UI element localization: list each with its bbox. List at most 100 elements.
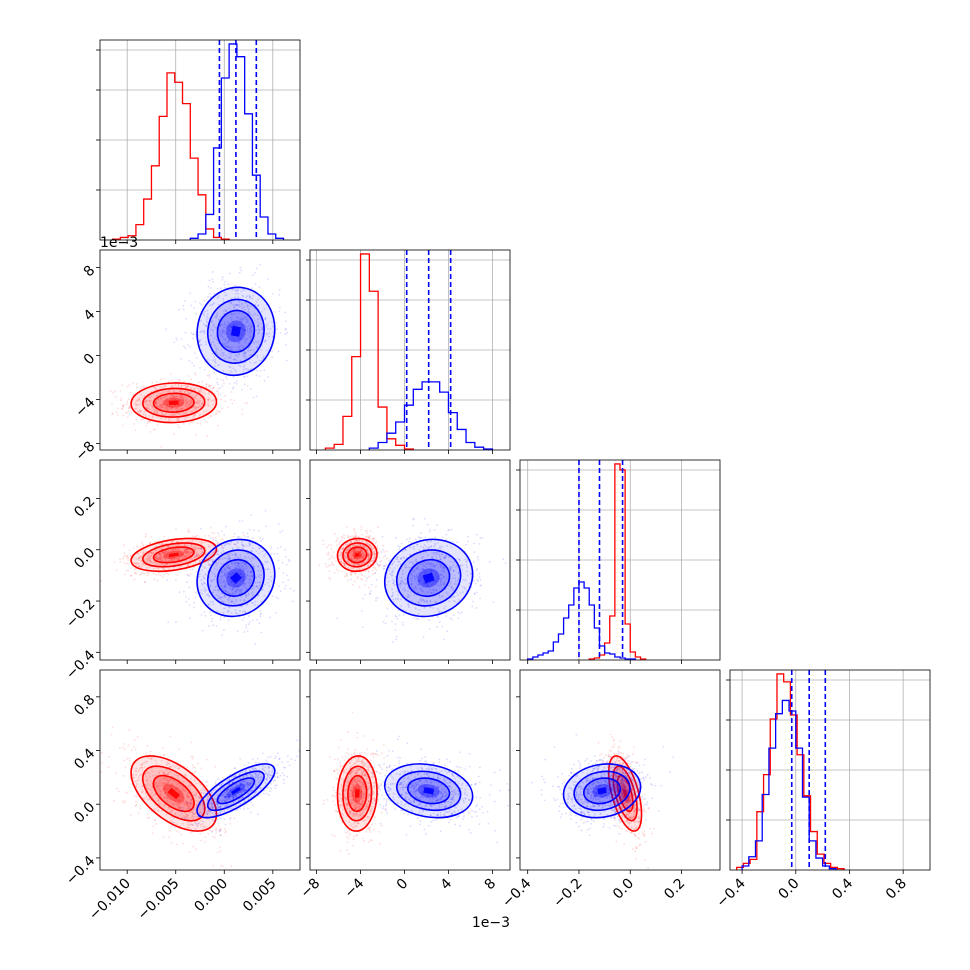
red-sample-point (207, 404, 209, 407)
red-sample-point (108, 756, 110, 758)
red-sample-point (204, 836, 207, 839)
blue-sample-point (248, 327, 251, 330)
red-sample-point (214, 766, 217, 768)
blue-sample-point (203, 611, 206, 614)
blue-sample-point (238, 535, 240, 538)
blue-sample-point (241, 307, 244, 310)
blue-sample-point (230, 601, 232, 603)
blue-sample-point (241, 334, 243, 337)
blue-sample-point (427, 547, 429, 549)
blue-sample-point (390, 571, 393, 574)
red-sample-point (150, 560, 153, 563)
red-sample-point (214, 836, 216, 839)
blue-sample-point (241, 575, 244, 578)
blue-contour (196, 538, 276, 618)
red-sample-point (230, 391, 233, 393)
red-sample-point (340, 560, 343, 563)
red-sample-point (367, 586, 370, 589)
red-sample-point (181, 556, 184, 559)
red-sample-point (146, 816, 149, 819)
blue-sample-point (256, 354, 259, 357)
blue-sample-point (422, 555, 424, 558)
red-sample-point (170, 385, 173, 388)
blue-sample-point (223, 323, 226, 326)
red-sample-point (163, 753, 165, 756)
red-sample-point (377, 565, 380, 568)
blue-sample-point (281, 530, 284, 532)
blue-sample-point (208, 595, 211, 598)
blue-sample-point (417, 583, 420, 586)
blue-sample-point (425, 546, 427, 548)
blue-sample-point (417, 591, 420, 594)
red-sample-point (184, 404, 187, 407)
red-sample-point (167, 550, 170, 553)
red-sample-point (132, 382, 135, 385)
red-sample-point (374, 572, 376, 574)
red-sample-point (371, 539, 374, 542)
blue-sample-point (451, 577, 454, 580)
blue-sample-point (434, 600, 437, 603)
blue-sample-point (361, 626, 364, 629)
red-contour (152, 392, 195, 413)
red-sample-point (175, 407, 178, 409)
blue-sample-point (375, 597, 378, 600)
blue-sample-point (203, 314, 206, 317)
red-sample-point (134, 402, 136, 404)
red-sample-point (129, 759, 131, 762)
blue-sample-point (252, 566, 255, 569)
red-sample-point (365, 546, 368, 549)
blue-sample-point (258, 581, 261, 584)
blue-sample-point (224, 294, 227, 297)
blue-sample-point (257, 565, 260, 568)
red-sample-point (163, 787, 166, 790)
red-sample-point (201, 402, 203, 405)
red-sample-point (195, 539, 198, 542)
blue-sample-point (231, 288, 233, 291)
blue-sample-point (246, 295, 249, 297)
red-sample-point (377, 552, 380, 555)
red-sample-point (341, 547, 344, 550)
blue-sample-point (454, 577, 456, 580)
blue-sample-point (224, 557, 227, 559)
blue-sample-point (211, 352, 214, 355)
red-sample-point (177, 544, 180, 546)
histogram-1 (306, 249, 511, 451)
red-sample-point (234, 543, 237, 546)
blue-sample-point (221, 336, 224, 338)
blue-sample-point (203, 299, 206, 302)
blue-sample-point (225, 573, 227, 576)
blue-sample-point (440, 569, 443, 572)
blue-sample-point (465, 590, 468, 592)
blue-sample-point (198, 340, 201, 343)
blue-sample-point (199, 339, 202, 341)
red-sample-point (139, 403, 141, 406)
blue-sample-point (431, 591, 433, 594)
red-sample-point (156, 416, 158, 418)
blue-sample-point (250, 550, 253, 553)
blue-sample-point (431, 557, 434, 560)
blue-sample-point (350, 578, 352, 581)
red-sample-point (208, 376, 211, 378)
blue-sample-point (250, 326, 253, 329)
red-sample-point (342, 562, 345, 565)
red-sample-point (159, 404, 161, 407)
blue-sample-point (459, 564, 462, 567)
blue-sample-point (173, 565, 176, 568)
blue-histogram (189, 43, 285, 240)
red-sample-point (364, 530, 367, 533)
blue-sample-point (209, 584, 212, 587)
red-sample-point (349, 540, 352, 543)
red-sample-point (188, 551, 191, 553)
blue-sample-point (443, 566, 446, 568)
red-sample-point (178, 748, 180, 751)
red-sample-point (182, 422, 185, 425)
red-sample-point (167, 545, 170, 547)
red-sample-point (185, 554, 188, 557)
blue-sample-point (222, 351, 225, 354)
blue-sample-point (413, 589, 416, 592)
red-sample-point (196, 820, 198, 823)
blue-sample-point (396, 556, 399, 559)
blue-sample-point (362, 597, 364, 600)
blue-sample-point (243, 585, 246, 588)
red-sample-point (166, 390, 169, 393)
